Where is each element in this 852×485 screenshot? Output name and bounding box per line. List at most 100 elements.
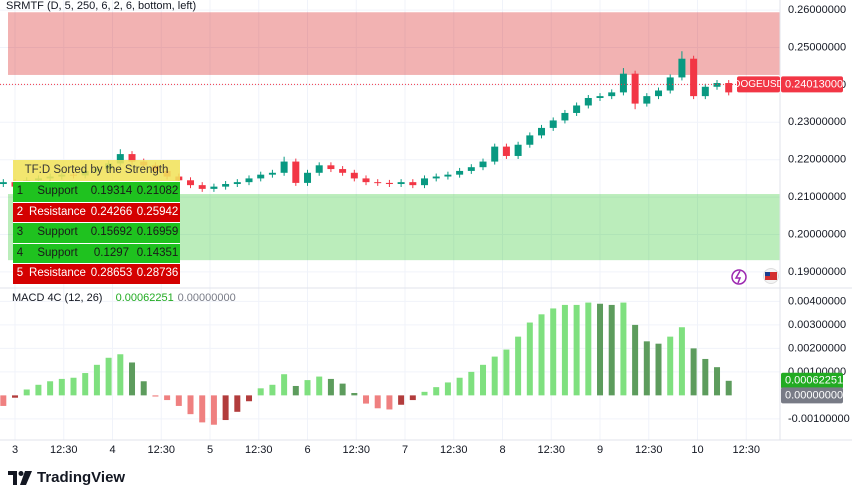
icon [731, 268, 779, 285]
chart: 0.260000000.250000000.240000000.23000000… [0, 0, 852, 456]
histogram-bar [667, 336, 674, 396]
candle-body [304, 172, 312, 183]
histogram-bar [70, 377, 77, 396]
y-tick-label: 0.00300000 [788, 319, 846, 331]
candle-body [409, 182, 417, 186]
histogram-bar [58, 378, 65, 396]
value-box-label: 0.00062251 [785, 375, 843, 387]
candle-body [538, 127, 546, 136]
histogram-bar [316, 376, 323, 396]
table-cell: Resistance [29, 205, 86, 218]
table-cell: 4 [16, 246, 24, 259]
histogram-bar [117, 354, 124, 396]
histogram-bar [363, 395, 370, 404]
histogram-bar [702, 358, 709, 396]
x-tick-label: 12:30 [50, 444, 78, 456]
y-tick-label: 0.00200000 [788, 342, 846, 354]
histogram-bar [573, 304, 580, 396]
histogram-bar [585, 302, 592, 396]
table-cell: 0.16959 [136, 226, 179, 239]
candle-body [397, 182, 405, 185]
candle-body [584, 97, 592, 106]
candle-body [432, 176, 440, 179]
value-box [781, 372, 843, 389]
candle-body [362, 178, 370, 183]
value-box-label: 0.00000000 [785, 389, 843, 401]
histogram-bar [608, 304, 615, 396]
histogram-bar [0, 395, 7, 406]
histogram-bar [140, 381, 147, 396]
candle-body [725, 83, 733, 93]
indicator-value: 0.00062251 [116, 292, 174, 304]
histogram-bar [714, 367, 721, 396]
candle-body [561, 112, 569, 121]
logo-text: TradingView [37, 469, 126, 485]
x-tick-label: 4 [109, 444, 115, 456]
candle-body [187, 180, 195, 186]
candle-body [339, 169, 347, 173]
histogram-bar [421, 391, 428, 396]
candle-body [350, 172, 358, 179]
histogram-bar [93, 364, 100, 396]
histogram-bar [620, 302, 627, 396]
x-tick-label: 6 [304, 444, 310, 456]
logo-icon [8, 470, 32, 485]
table-row: 1 Support 0.19314 0.21082 [13, 181, 180, 202]
candle-body [643, 96, 651, 104]
y-tick-label: 0.00400000 [788, 295, 846, 307]
histogram-bar [129, 362, 136, 396]
histogram-bar [678, 327, 685, 396]
histogram-bar [386, 395, 393, 410]
y-tick-label: 0.23000000 [788, 116, 846, 128]
table-cell: 0.21082 [136, 185, 179, 197]
histogram-bar [281, 374, 288, 396]
histogram-bar [444, 382, 451, 396]
histogram-bar [632, 324, 639, 396]
histogram-bar [374, 395, 381, 409]
candle-body [491, 146, 499, 162]
histogram-bar [456, 377, 463, 396]
y-tick-label: 0.19000000 [788, 266, 846, 278]
histogram-bar [561, 304, 568, 396]
y-tick-label: 0.25000000 [788, 41, 846, 53]
x-tick-label: 10 [691, 444, 703, 456]
histogram-bar [199, 395, 206, 423]
histogram-bar [597, 303, 604, 396]
table-cell: Support [37, 246, 78, 259]
table-cell: 0.15692 [90, 226, 133, 239]
histogram-bar [152, 395, 159, 397]
y-tick-label: 0.20000000 [788, 228, 846, 240]
table-row: 5 Resistance 0.28653 0.28736 [13, 263, 180, 284]
symbol-box [737, 76, 780, 93]
x-tick-label: 12:30 [147, 444, 175, 456]
candle-body [280, 161, 288, 173]
histogram-bar [164, 395, 171, 401]
candle-body [292, 161, 300, 183]
table-cell: 5 [16, 267, 24, 280]
candle-body [245, 178, 253, 183]
candle-body [444, 174, 452, 177]
histogram-bar [47, 381, 54, 396]
candle-body [690, 58, 698, 97]
candle-body [374, 182, 382, 184]
histogram-bar [643, 341, 650, 396]
histogram-bar [468, 371, 475, 396]
table-cell: 2 [16, 205, 24, 218]
value-box [781, 387, 843, 404]
y-tick-label: -0.00100000 [788, 413, 850, 425]
candle-body [116, 154, 124, 164]
table-cell: Support [37, 226, 78, 239]
table-row: 3 Support 0.15692 0.16959 [13, 222, 180, 243]
histogram-bar [327, 378, 334, 396]
y-tick-label: 0.26000000 [788, 4, 846, 16]
table-cell: 0.25942 [136, 205, 179, 218]
histogram-bar [491, 356, 498, 396]
histogram-bar [210, 395, 217, 425]
histogram-bar [23, 389, 30, 396]
table-row: 4 Support 0.1297 0.14351 [13, 242, 180, 264]
x-tick-label: 12:30 [635, 444, 663, 456]
x-tick-label: 12:30 [440, 444, 468, 456]
candle-body [479, 161, 487, 168]
x-tick-label: 7 [402, 444, 408, 456]
